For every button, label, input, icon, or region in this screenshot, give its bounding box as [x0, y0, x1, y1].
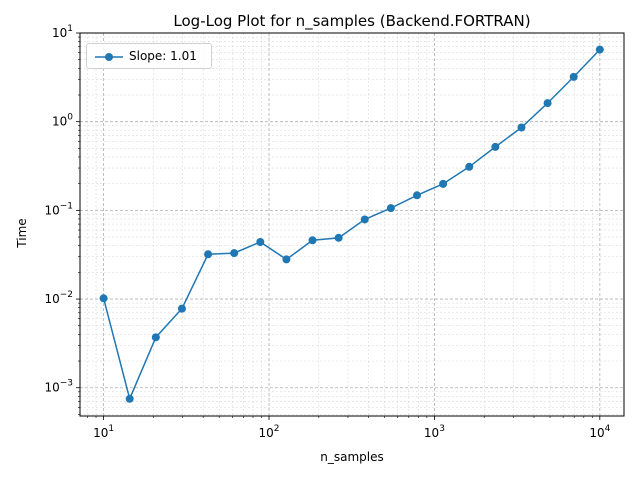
minor-gridlines — [80, 33, 624, 416]
y-axis-label: Time — [15, 218, 29, 248]
data-point — [360, 215, 369, 224]
legend-label: Slope: 1.01 — [129, 49, 197, 63]
data-point — [569, 72, 578, 81]
series-group — [99, 45, 604, 403]
data-point — [386, 204, 395, 213]
data-point — [491, 142, 500, 151]
data-point — [99, 294, 108, 303]
data-point — [543, 99, 552, 108]
x-tick-label: 103 — [424, 424, 445, 440]
data-point — [465, 162, 474, 171]
data-point — [439, 179, 448, 188]
chart-title: Log-Log Plot for n_samples (Backend.FORT… — [173, 12, 531, 30]
data-point — [413, 191, 422, 200]
data-point — [517, 123, 526, 132]
legend-swatch-icon — [95, 53, 123, 61]
x-axis-label: n_samples — [320, 450, 384, 464]
data-point — [256, 237, 265, 246]
y-tick-label: 101 — [52, 24, 73, 40]
x-tick-label: 104 — [589, 424, 610, 440]
legend: Slope: 1.01 — [86, 43, 212, 69]
y-tick-label: 10−1 — [44, 201, 73, 217]
data-point — [230, 249, 239, 258]
data-point — [282, 255, 291, 264]
y-tick-label: 10−2 — [44, 290, 73, 306]
major-gridlines — [80, 32, 624, 416]
axes-frame — [79, 32, 625, 417]
x-tick-label: 101 — [93, 424, 114, 440]
data-point — [177, 304, 186, 313]
x-tick-label: 102 — [259, 424, 280, 440]
axis-tick-labels: 101 102 103 104 10−3 10−2 10−1 100 101 — [44, 24, 610, 440]
y-tick-label: 10−3 — [44, 379, 73, 395]
data-point — [204, 250, 213, 259]
data-point — [151, 333, 160, 342]
y-tick-label: 100 — [52, 113, 73, 129]
series-line — [102, 49, 601, 402]
data-point — [308, 236, 317, 245]
data-point — [125, 394, 134, 403]
axis-ticks — [76, 32, 601, 420]
data-point — [595, 45, 604, 54]
data-point — [334, 233, 343, 242]
